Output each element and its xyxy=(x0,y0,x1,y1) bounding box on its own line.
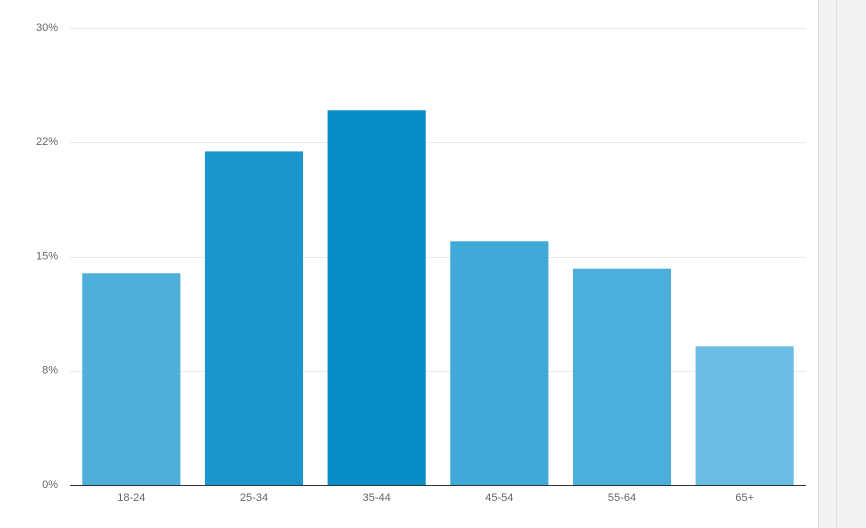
x-tick-label: 35-44 xyxy=(363,492,391,504)
y-tick-label: 0% xyxy=(42,479,58,491)
bar xyxy=(572,268,672,485)
x-tick-label: 18-24 xyxy=(117,492,145,504)
bar xyxy=(204,151,304,485)
bar xyxy=(695,346,794,485)
bar xyxy=(327,110,426,485)
y-tick-label: 8% xyxy=(42,365,58,377)
x-tick-label: 65+ xyxy=(735,492,754,504)
y-tick-label: 15% xyxy=(36,250,58,262)
bar xyxy=(82,273,181,485)
x-tick-label: 25-34 xyxy=(240,492,268,504)
bar xyxy=(450,241,549,485)
x-tick-label: 45-54 xyxy=(485,492,513,504)
y-tick-label: 22% xyxy=(36,136,58,148)
x-tick-label: 55-64 xyxy=(608,492,636,504)
side-panel xyxy=(818,0,866,528)
y-tick-label: 30% xyxy=(36,22,58,34)
